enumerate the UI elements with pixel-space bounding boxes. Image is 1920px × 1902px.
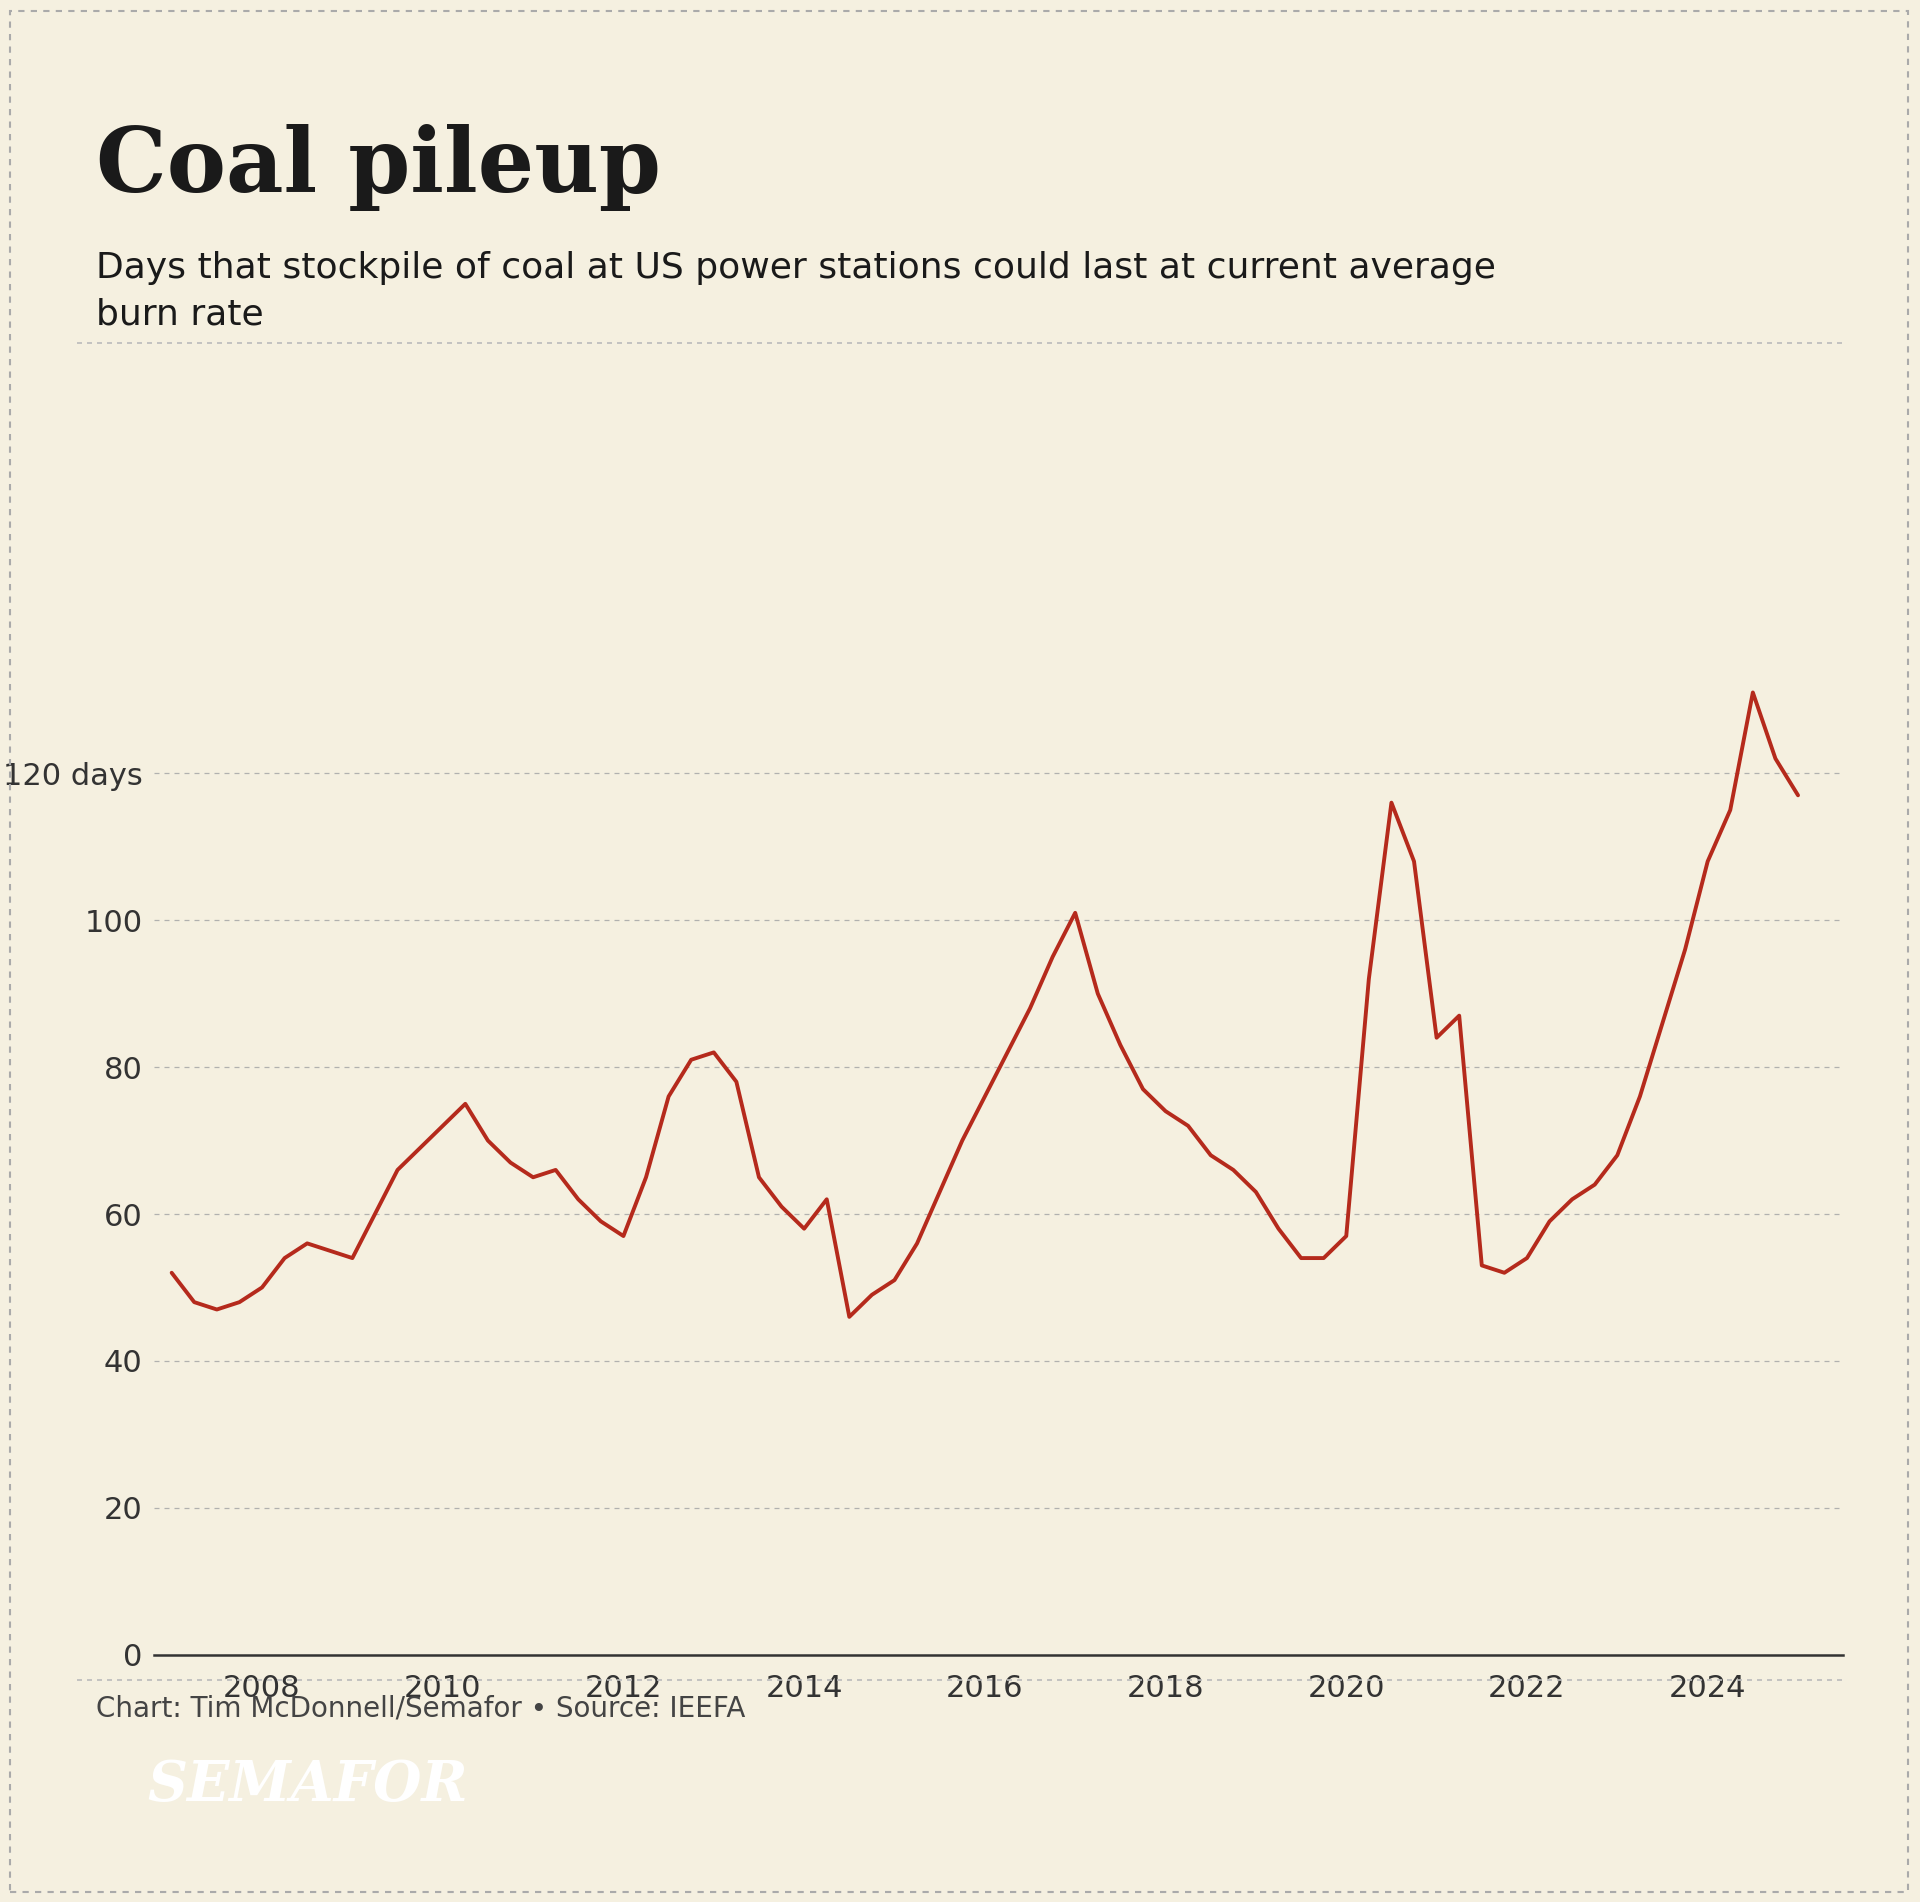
Text: Days that stockpile of coal at US power stations could last at current average
b: Days that stockpile of coal at US power … (96, 251, 1496, 331)
Text: Coal pileup: Coal pileup (96, 124, 660, 211)
Text: Chart: Tim McDonnell/Semafor • Source: IEEFA: Chart: Tim McDonnell/Semafor • Source: I… (96, 1695, 745, 1723)
Text: SEMAFOR: SEMAFOR (148, 1757, 468, 1813)
